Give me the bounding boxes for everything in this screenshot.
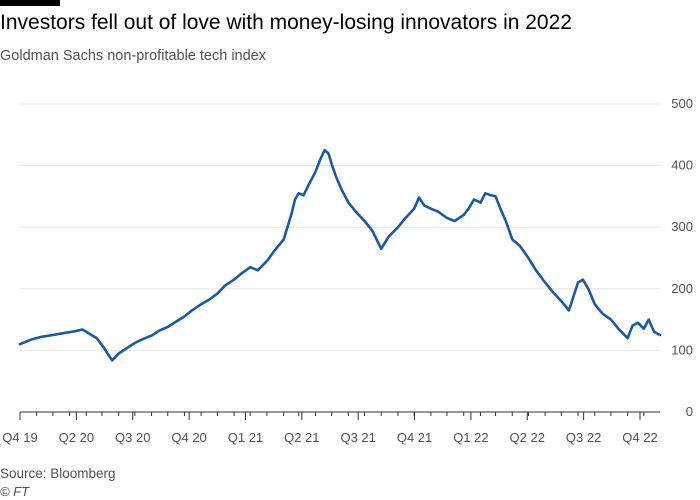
x-tick-label: Q2 22 [510,430,545,445]
y-tick-label: 300 [671,219,693,234]
series-layer [18,148,662,362]
gridlines [20,103,660,351]
y-tick-label: 0 [686,404,693,419]
series-line-0 [18,148,662,362]
line-chart: 0 100 200 300 400 500 Q4 19 Q2 20 Q3 20 Q4 20 Q1 2… [2,96,693,445]
chart-title: Investors fell out of love with money-lo… [0,11,572,34]
x-tick-label: Q1 21 [228,430,263,445]
x-tick-label: Q3 20 [115,430,150,445]
ft-credit: © FT [0,484,30,499]
y-tick-label: 400 [671,158,693,173]
x-tick-label: Q2 20 [59,430,94,445]
chart-subtitle: Goldman Sachs non-profitable tech index [0,48,266,64]
x-tick-label: Q4 21 [397,430,432,445]
x-tick-label: Q1 22 [453,430,488,445]
y-tick-label: 200 [671,281,693,296]
y-tick-label: 500 [671,96,693,111]
y-tick-label: 100 [671,342,693,357]
x-tick-label: Q4 22 [622,430,657,445]
x-tick-label: Q4 19 [2,430,37,445]
tick-labels: 0 100 200 300 400 500 Q4 19 Q2 20 Q3 20 Q4 20 Q1 2… [2,96,693,445]
x-tick-label: Q3 22 [566,430,601,445]
source-note: Source: Bloomberg [0,466,116,481]
x-tick-label: Q4 20 [171,430,206,445]
ft-topbar [0,0,60,6]
x-tick-label: Q3 21 [340,430,375,445]
x-tick-label: Q2 21 [284,430,319,445]
x-axis [19,411,660,420]
